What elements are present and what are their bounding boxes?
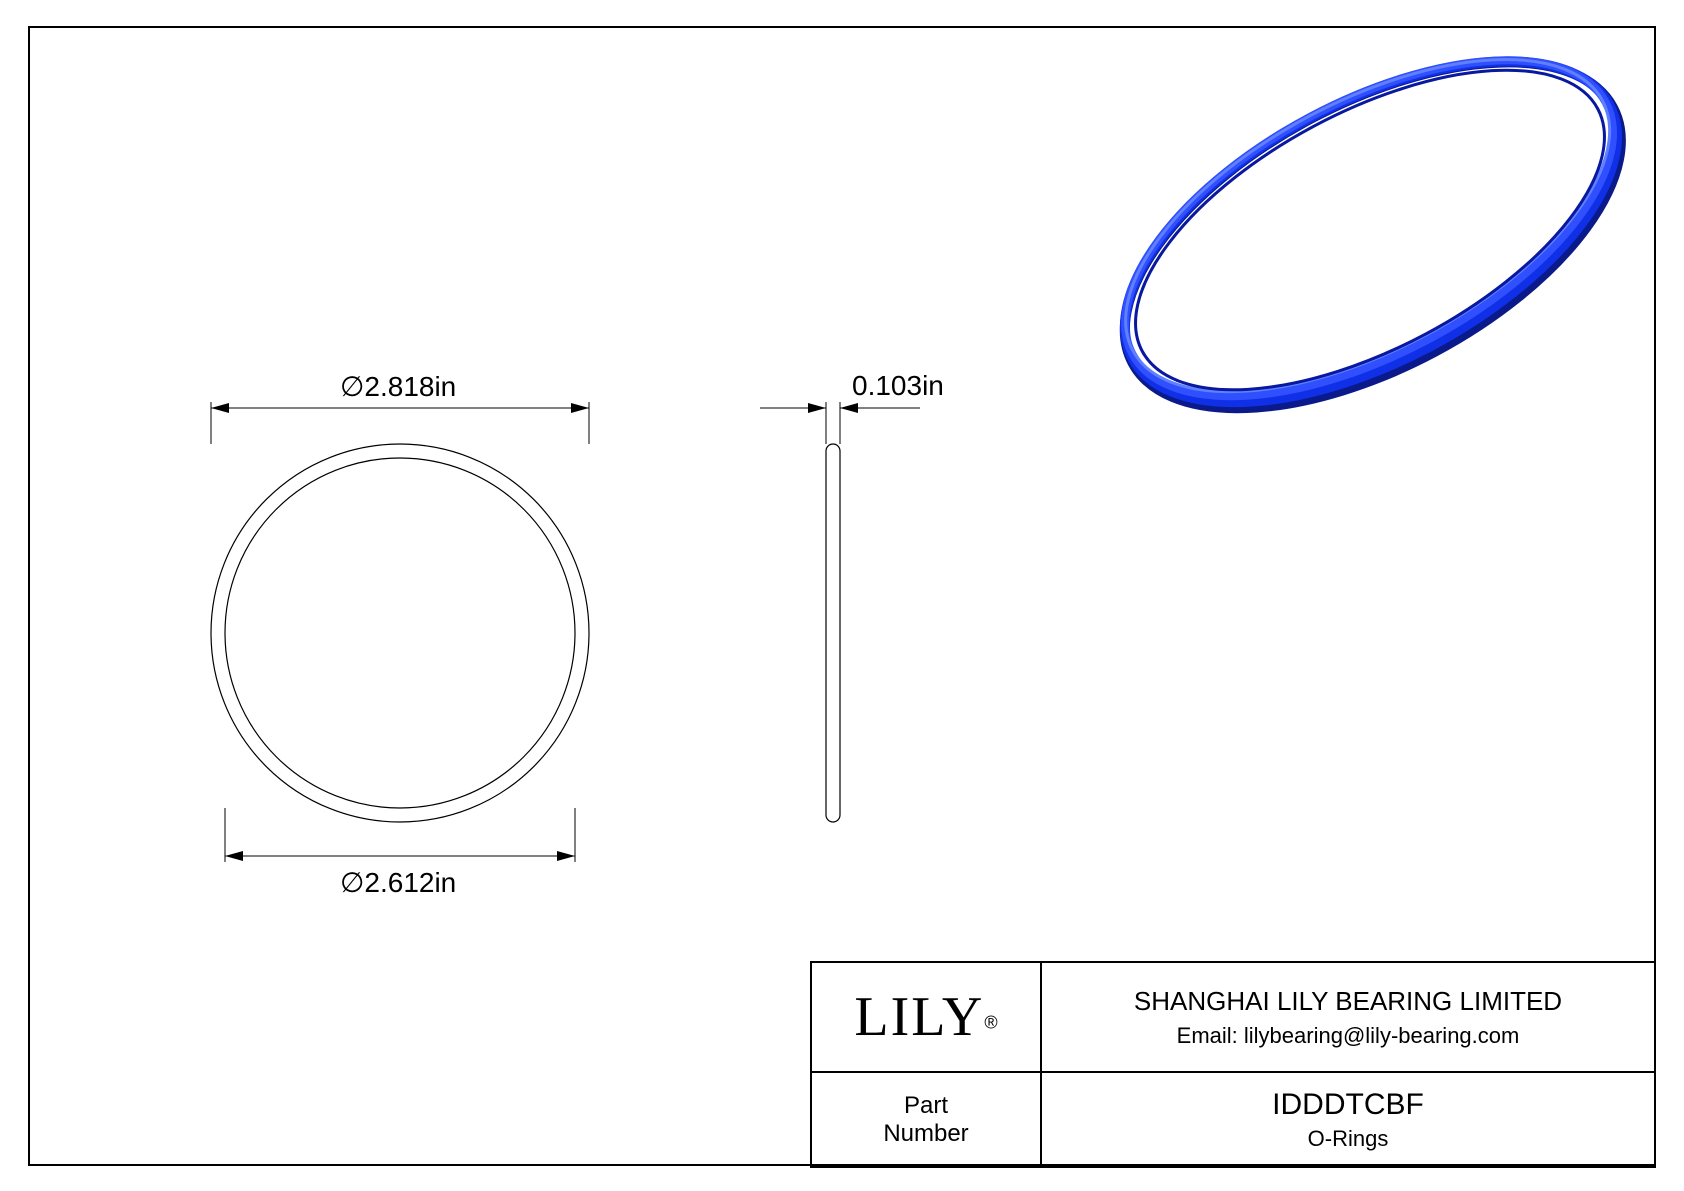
pn-value: IDDDTCBF [1043,1088,1653,1122]
dim-inner-label: ∅2.612in [340,866,456,899]
title-block: LILY® SHANGHAI LILY BEARING LIMITED Emai… [810,961,1656,1168]
drawing-page: ∅2.818in ∅2.612in 0.103in LILY® SHANGHAI… [0,0,1684,1191]
logo-cell: LILY® [811,962,1041,1072]
pn-label-cell: Part Number [811,1072,1041,1167]
dim-outer-diameter [211,402,589,444]
company-name: SHANGHAI LILY BEARING LIMITED [1043,986,1653,1017]
pn-label-line2: Number [813,1120,1039,1148]
pn-desc: O-Rings [1043,1126,1653,1152]
company-cell: SHANGHAI LILY BEARING LIMITED Email: lil… [1041,962,1655,1072]
logo-registered: ® [984,1013,997,1033]
side-view [826,444,840,822]
dim-thickness [760,402,920,444]
front-view [211,444,589,822]
dim-thickness-label: 0.103in [852,370,944,402]
iso-view [1069,0,1675,480]
logo-text: LILY [854,986,984,1048]
inner-circle [225,458,575,808]
dim-outer-label: ∅2.818in [340,370,456,403]
pn-value-cell: IDDDTCBF O-Rings [1041,1072,1655,1167]
pn-label-line1: Part [813,1092,1039,1120]
company-email: Email: lilybearing@lily-bearing.com [1043,1023,1653,1049]
outer-circle [211,444,589,822]
dim-inner-diameter [225,808,575,862]
